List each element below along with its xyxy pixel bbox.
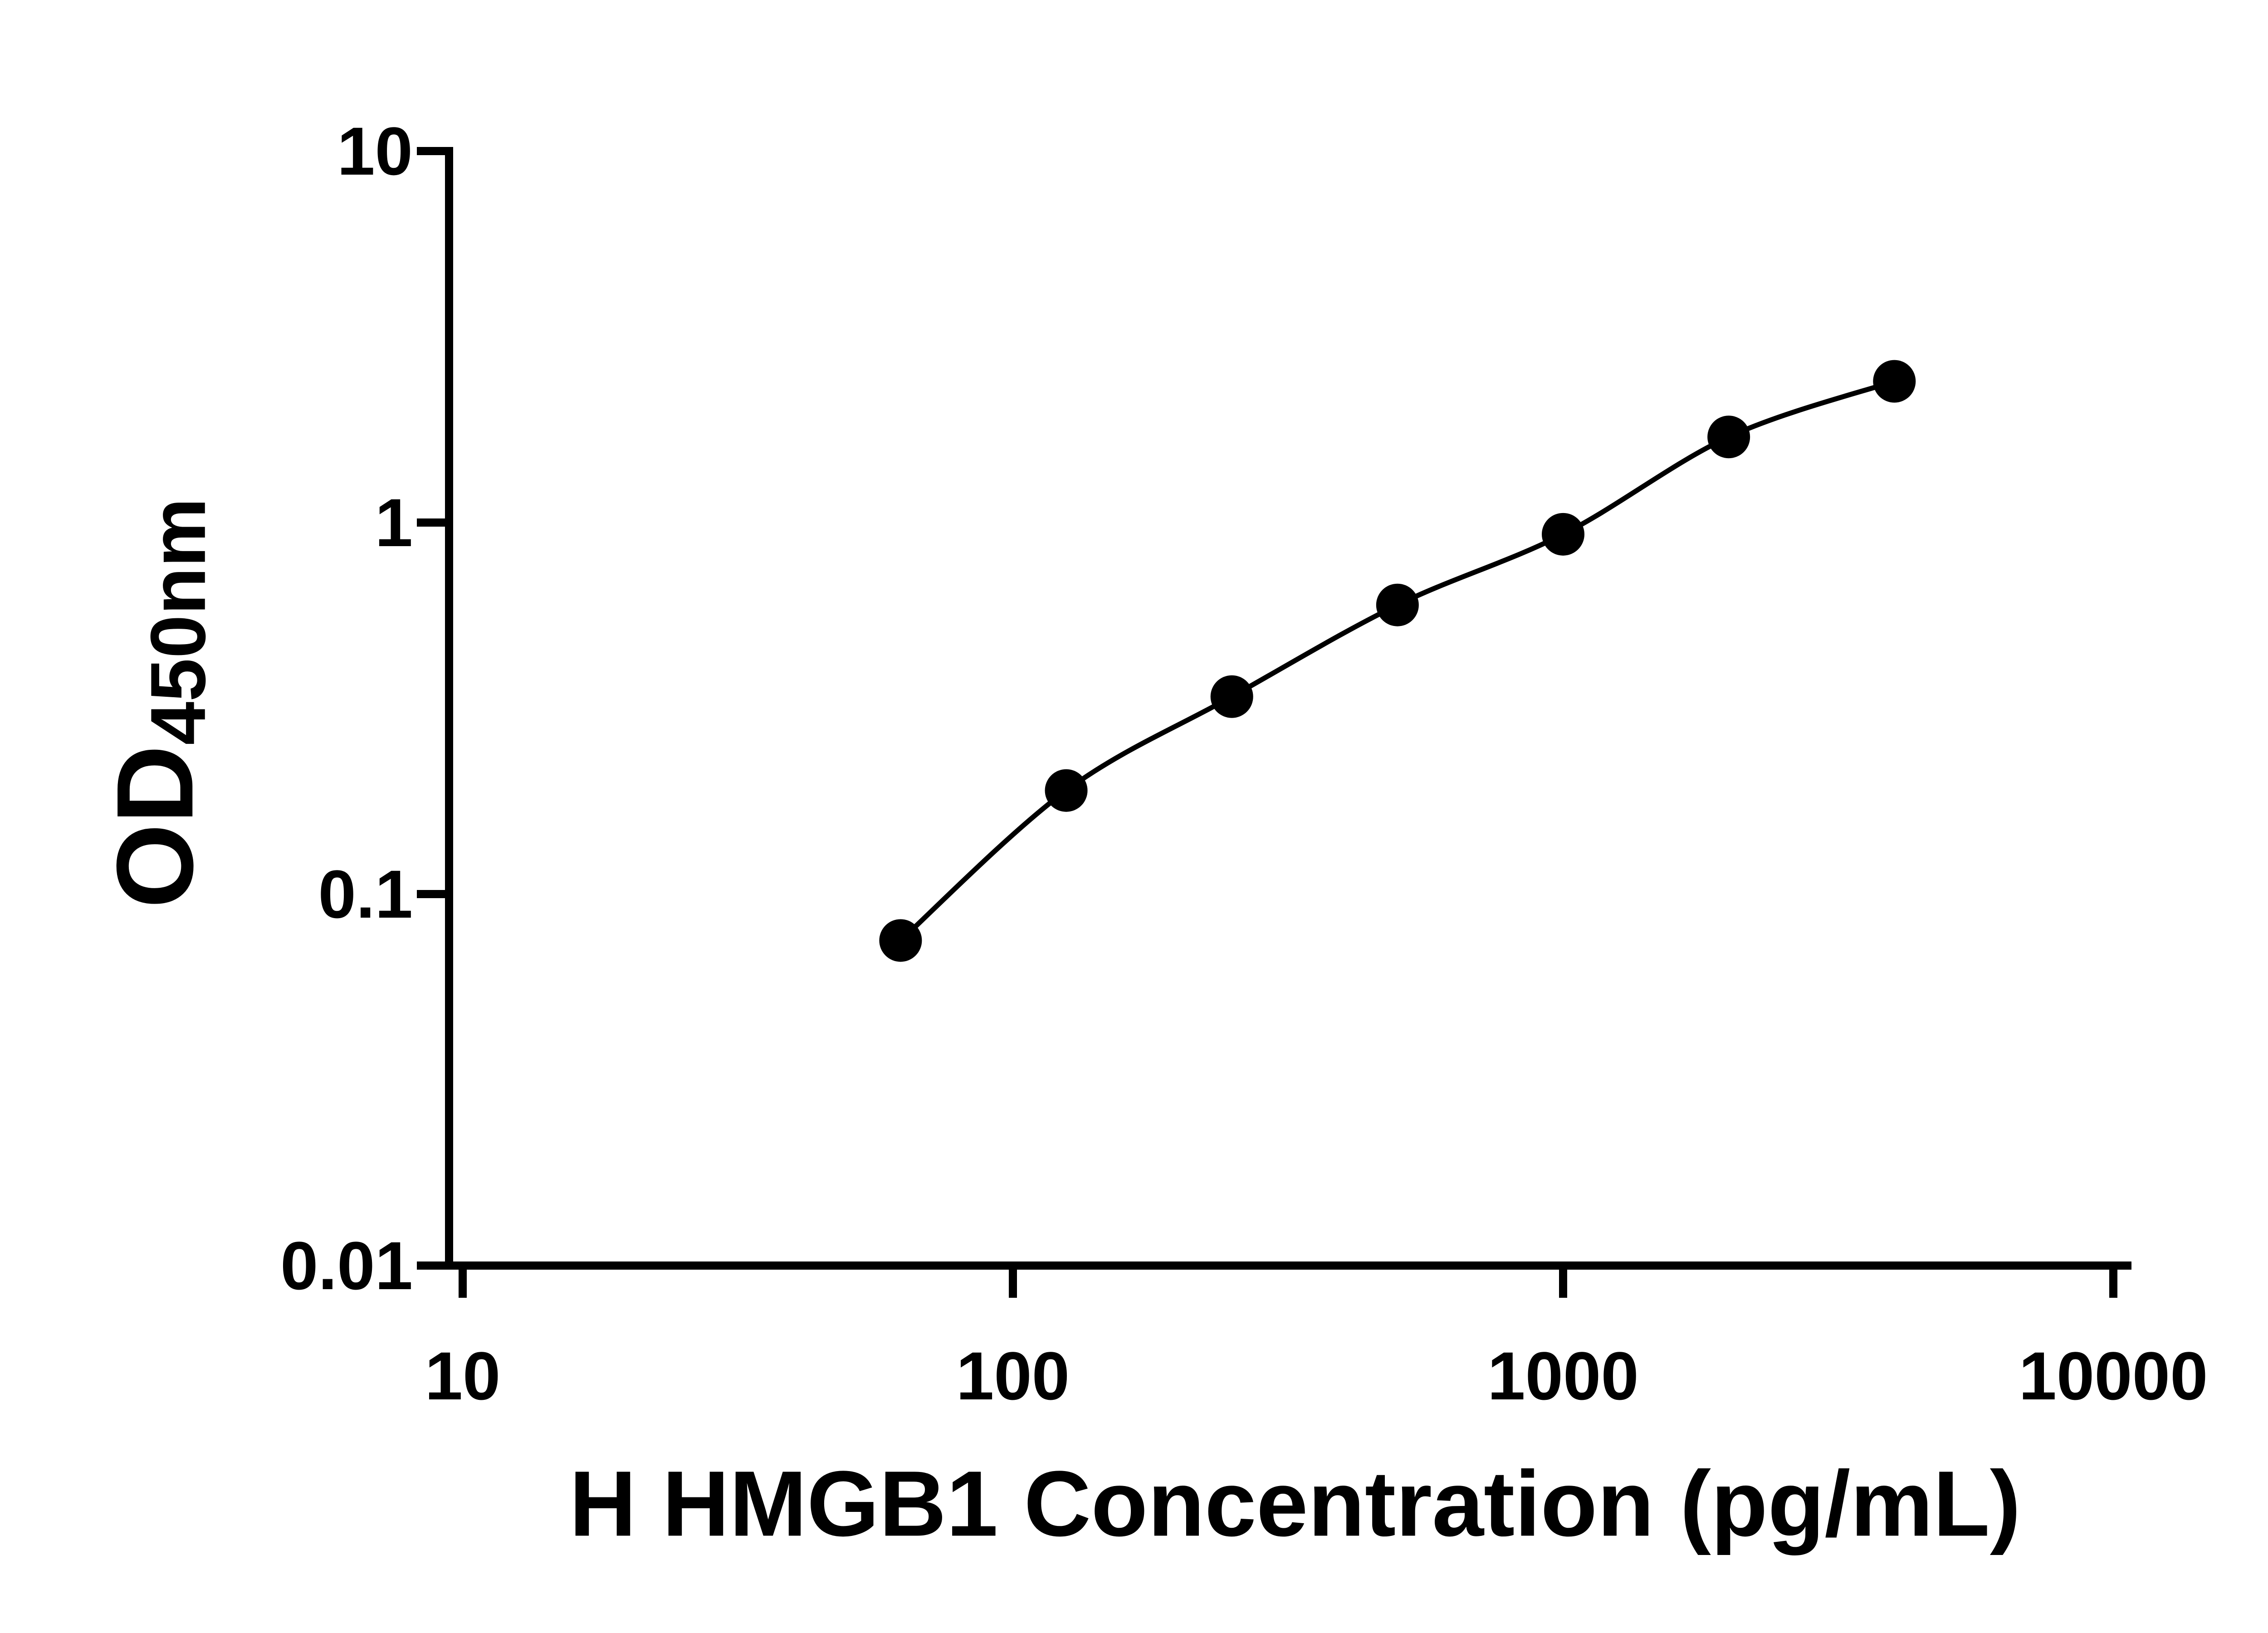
data-point (1376, 583, 1419, 626)
y-tick-label: 10 (337, 113, 413, 189)
y-axis-title-main: OD (94, 745, 216, 909)
y-tick-label: 1 (375, 484, 413, 561)
fit-curve (899, 379, 1896, 943)
x-tick-label: 10 (425, 1338, 501, 1414)
data-point (1707, 416, 1750, 459)
y-axis-title: OD450nm (94, 498, 222, 909)
data-point (1210, 675, 1253, 718)
data-point (879, 919, 922, 962)
x-tick-label: 10000 (2019, 1338, 2208, 1414)
y-tick-label: 0.1 (318, 856, 413, 932)
y-tick-label: 0.01 (280, 1227, 413, 1304)
x-tick-label: 1000 (1487, 1338, 1639, 1414)
x-tick-label: 100 (956, 1338, 1070, 1414)
data-point (1045, 769, 1088, 812)
y-axis-title-subscript: 450nm (134, 498, 222, 745)
data-point (1873, 360, 1916, 403)
x-axis-title: H HMGB1 Concentration (pg/mL) (569, 1452, 2021, 1556)
data-point (1542, 513, 1584, 556)
